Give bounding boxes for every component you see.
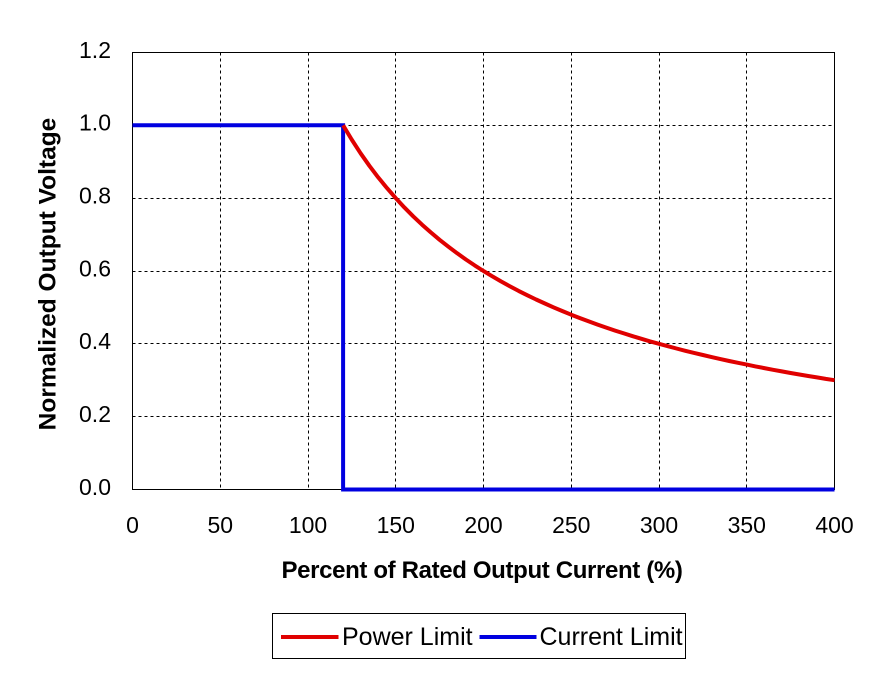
svg-text:Percent of Rated Output Curren: Percent of Rated Output Current (%) — [281, 557, 682, 584]
svg-text:400: 400 — [815, 512, 853, 538]
svg-text:1.0: 1.0 — [79, 110, 111, 136]
svg-text:350: 350 — [728, 512, 766, 538]
svg-text:Current Limit: Current Limit — [540, 623, 683, 651]
svg-text:Power Limit: Power Limit — [342, 623, 473, 651]
svg-text:0.4: 0.4 — [79, 328, 111, 354]
svg-text:0.2: 0.2 — [79, 401, 111, 427]
svg-text:200: 200 — [464, 512, 502, 538]
svg-text:250: 250 — [552, 512, 590, 538]
svg-text:0.8: 0.8 — [79, 182, 111, 208]
svg-text:1.2: 1.2 — [79, 37, 111, 63]
svg-text:0.0: 0.0 — [79, 474, 111, 500]
svg-text:50: 50 — [207, 512, 233, 538]
svg-text:300: 300 — [640, 512, 678, 538]
svg-text:0: 0 — [126, 512, 139, 538]
svg-text:100: 100 — [289, 512, 327, 538]
svg-text:Normalized Output Voltage: Normalized Output Voltage — [35, 118, 62, 431]
svg-text:150: 150 — [377, 512, 415, 538]
svg-text:0.6: 0.6 — [79, 255, 111, 281]
